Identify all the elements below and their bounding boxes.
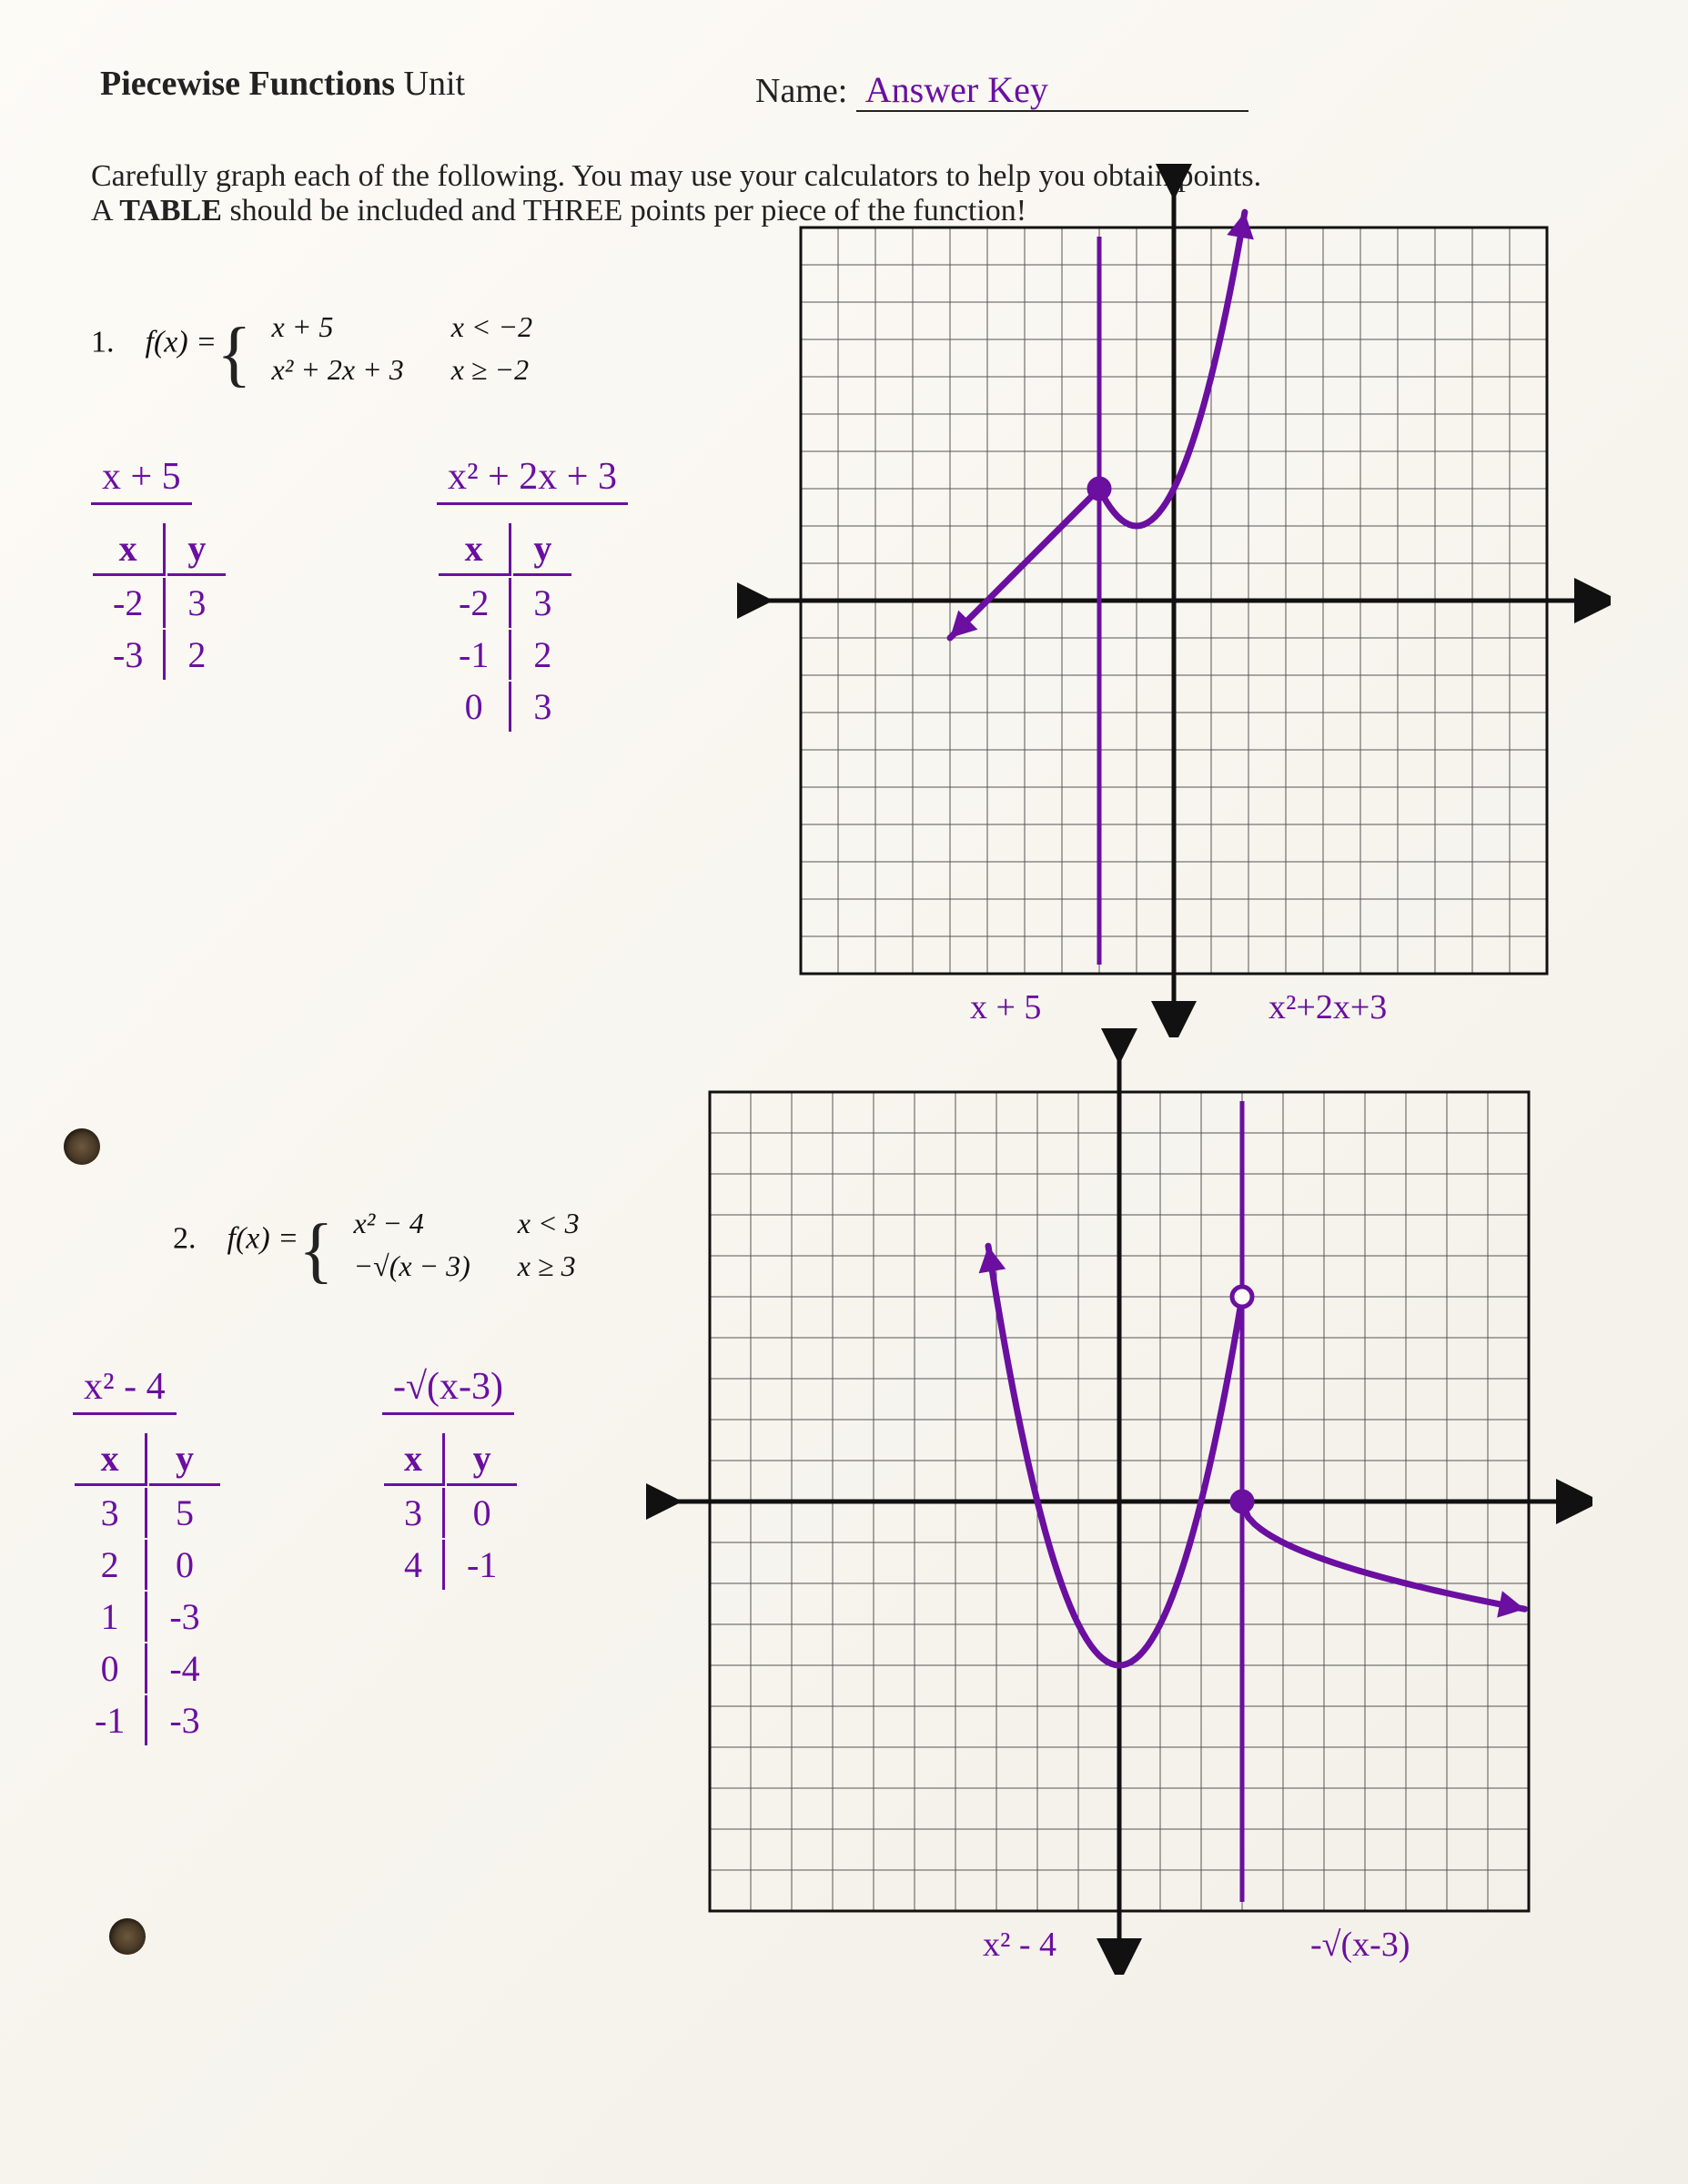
name-value: Answer Key [856,69,1248,112]
graph [646,1028,1592,1975]
table: x² - 4xy35201-30-4-1-3 [73,1365,222,1747]
table: -√(x-3)xy304-1 [382,1365,519,1592]
hole-punch [64,1128,100,1165]
name-label: Name: [755,72,847,110]
doc-title-rest: Unit [395,65,465,103]
problem-2: 2. f(x) ={x² − 4x < 3−√(x − 3)x ≥ 3 [173,1201,591,1289]
graph [737,164,1611,1037]
table: x + 5xy-23-32 [91,455,227,682]
problem-1: 1. f(x) ={x + 5x < −2x² + 2x + 3x ≥ −2 [91,305,543,392]
table: x² + 2x + 3xy-23-1203 [437,455,628,733]
hole-punch [109,1918,146,1955]
doc-title-bold: Piecewise Functions [100,65,395,103]
